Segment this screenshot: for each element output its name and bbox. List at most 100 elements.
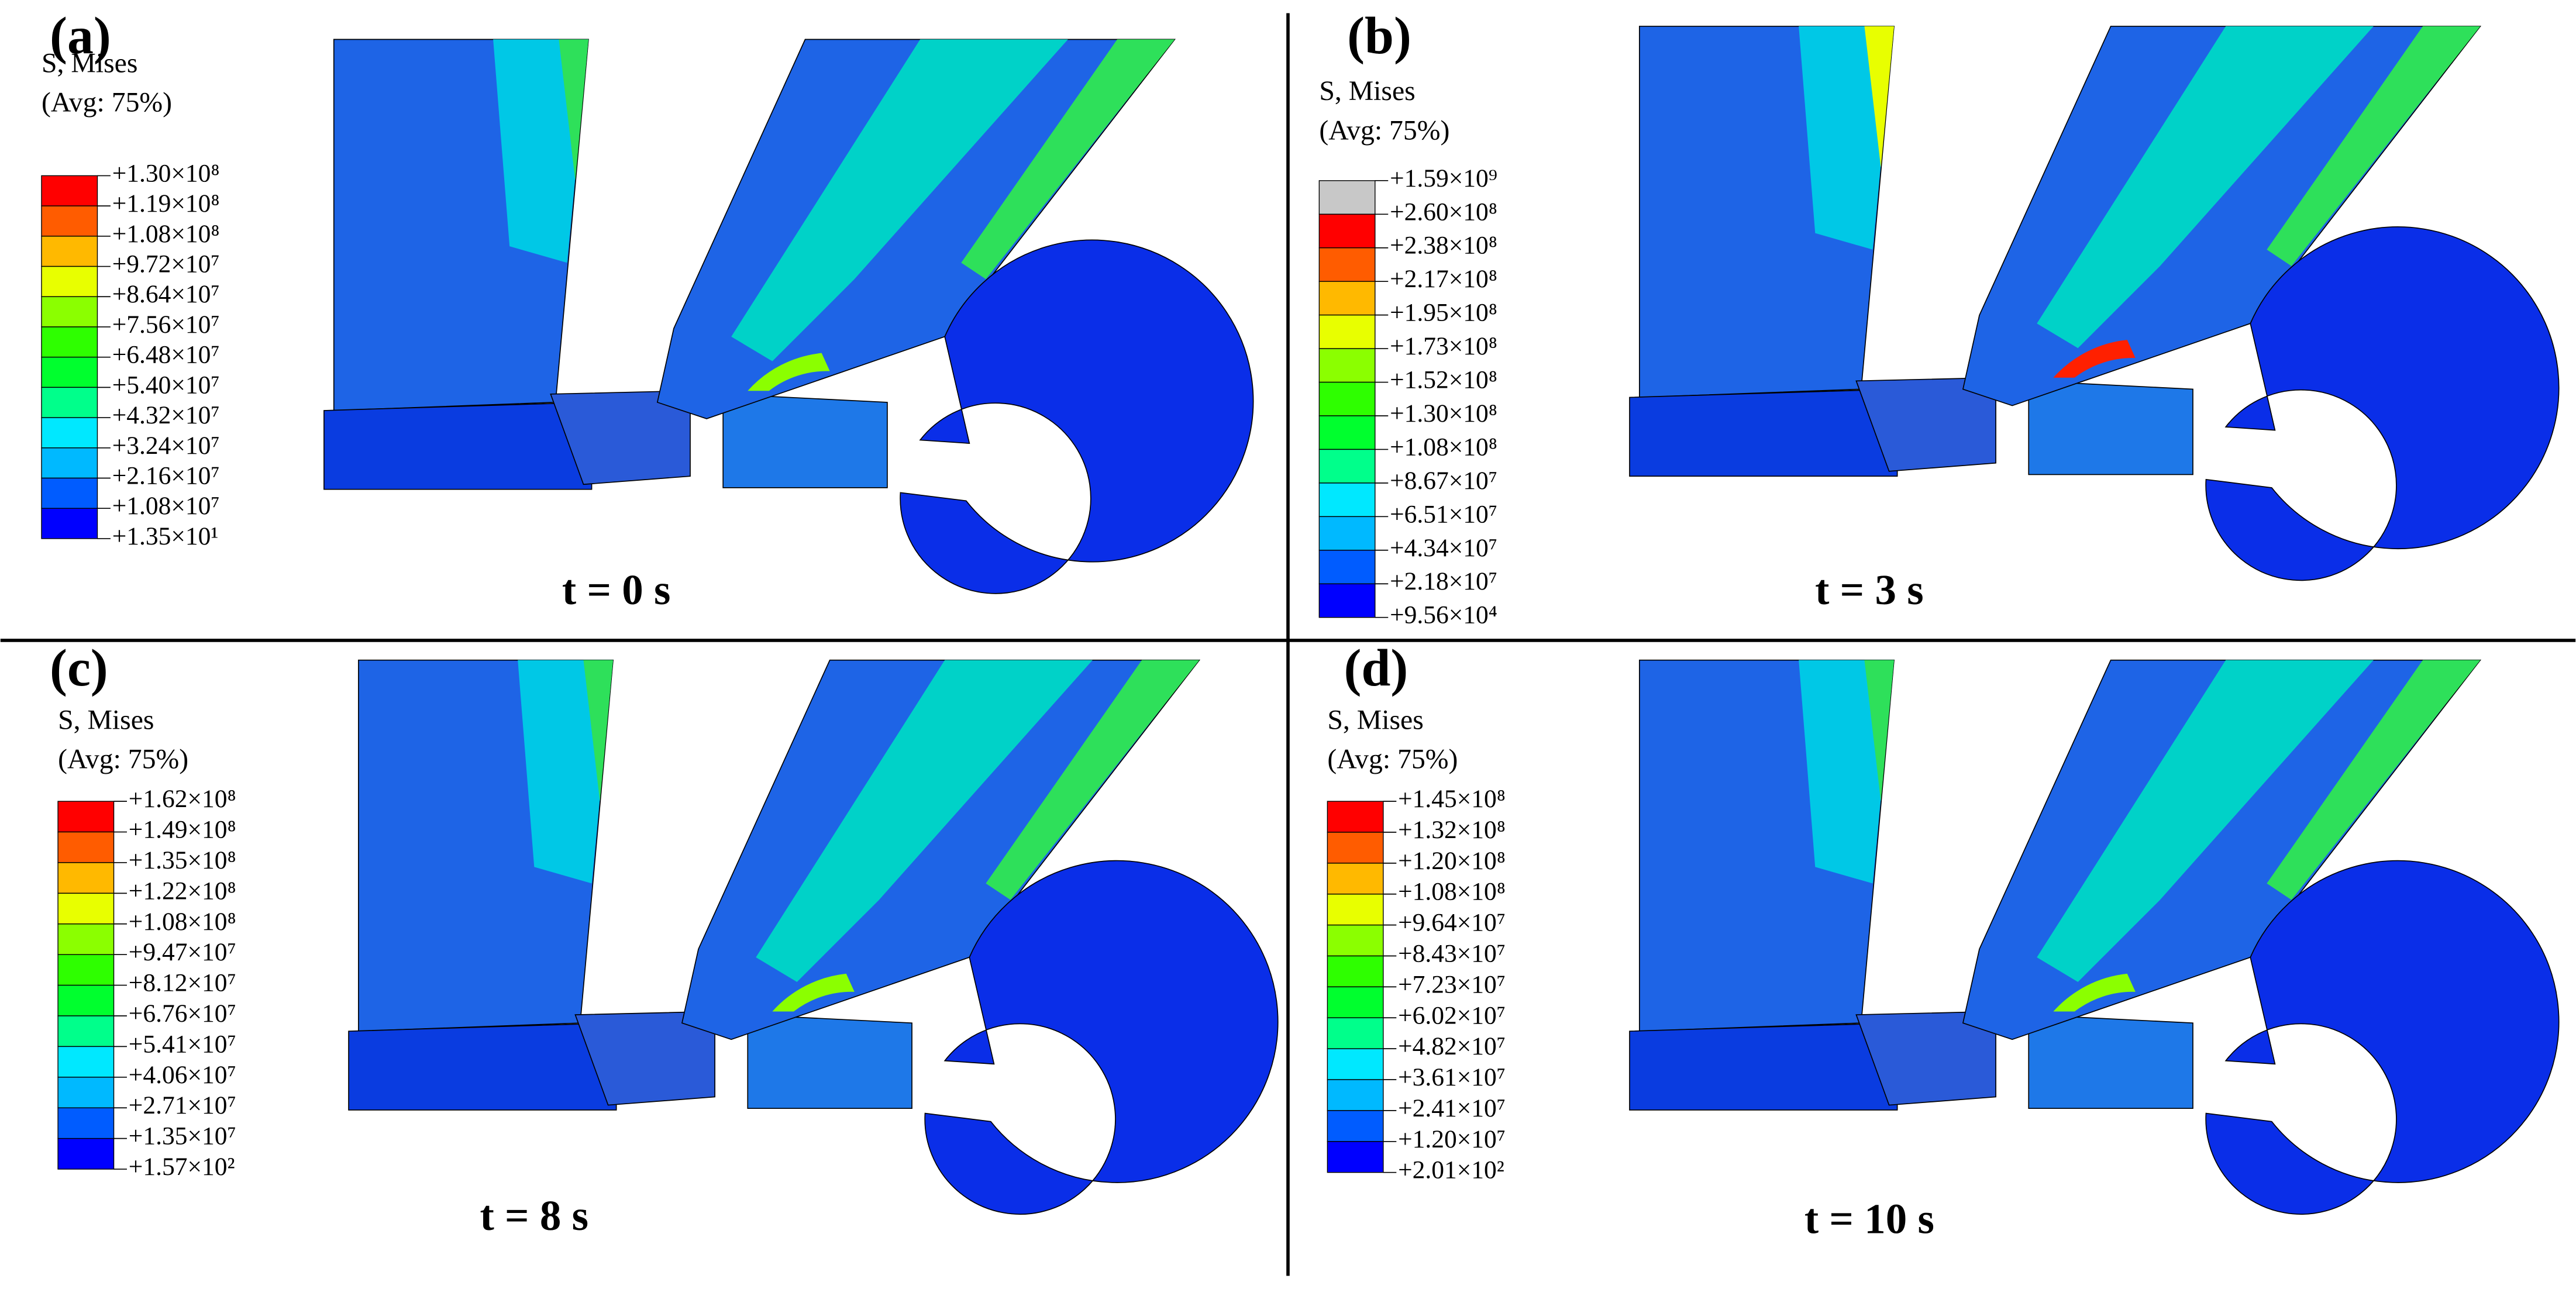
part-pin xyxy=(550,390,691,485)
legend-title: (Avg: 75%) xyxy=(42,87,172,118)
legend-band xyxy=(1318,550,1376,584)
legend-label: +5.41×10⁷ xyxy=(129,1030,236,1058)
contour xyxy=(756,660,1093,982)
contour xyxy=(559,39,588,181)
legend-band xyxy=(1318,381,1376,416)
panel: (c)S, Mises(Avg: 75%)+1.62×10⁸+1.49×10⁸+… xyxy=(50,639,1279,1239)
model xyxy=(1629,659,2560,1215)
part-base xyxy=(1629,1022,1898,1111)
legend-label: +8.43×10⁷ xyxy=(1398,940,1506,968)
contour xyxy=(2037,660,2374,982)
contour xyxy=(2267,26,2481,266)
legend-title: S, Mises xyxy=(1327,704,1423,735)
legend-band xyxy=(1318,516,1376,551)
panel-label: (c) xyxy=(50,639,108,697)
model xyxy=(1629,26,2560,581)
legend-label: +7.23×10⁷ xyxy=(1398,970,1506,998)
legend-label: +1.08×10⁸ xyxy=(112,220,220,248)
legend-label: +1.59×10⁹ xyxy=(1390,164,1497,192)
contour xyxy=(961,39,1175,280)
legend-band xyxy=(57,1107,115,1139)
legend-label: +7.56×10⁷ xyxy=(112,311,220,339)
part-pin xyxy=(2028,1014,2193,1109)
legend-label: +2.16×10⁷ xyxy=(112,461,220,490)
time-label: t = 10 s xyxy=(1804,1195,1934,1242)
legend-band xyxy=(57,923,115,955)
legend-band xyxy=(1327,1017,1384,1049)
contour xyxy=(748,353,830,391)
legend-label: +1.95×10⁸ xyxy=(1390,299,1497,327)
legend-title: S, Mises xyxy=(42,47,137,78)
contour xyxy=(2037,26,2374,349)
contour xyxy=(1864,26,1895,168)
legend-band xyxy=(57,1015,115,1047)
contour xyxy=(583,660,614,802)
legend-label: +6.76×10⁷ xyxy=(129,1000,236,1028)
part-base xyxy=(348,1022,617,1111)
panel: (a)S, Mises(Avg: 75%)+1.30×10⁸+1.19×10⁸+… xyxy=(41,7,1254,614)
legend-label: +9.72×10⁷ xyxy=(112,250,220,278)
part-pin xyxy=(1855,377,1996,472)
legend-label: +9.64×10⁷ xyxy=(1398,909,1506,937)
legend-label: +1.30×10⁸ xyxy=(1390,399,1497,428)
legend-band xyxy=(1327,1141,1384,1173)
legend-label: +3.24×10⁷ xyxy=(112,432,220,460)
legend-band xyxy=(41,175,98,206)
legend-band xyxy=(57,1138,115,1170)
legend-band xyxy=(41,266,98,297)
panel-label: (a) xyxy=(50,7,111,65)
part-ring xyxy=(2205,226,2560,581)
legend-label: +1.32×10⁸ xyxy=(1398,816,1506,844)
legend-band xyxy=(1318,213,1376,249)
contour xyxy=(518,660,614,884)
legend-band xyxy=(41,296,98,328)
legend-band xyxy=(1327,1079,1384,1111)
panel: (b) S, Mises (Avg: 75%) +1.59×10⁹ +2.60×10⁸ +… xyxy=(1318,7,2560,629)
part-pin xyxy=(2028,380,2193,475)
legend-band xyxy=(41,326,98,358)
legend-band xyxy=(1327,801,1384,833)
legend-band xyxy=(41,387,98,418)
part-ring xyxy=(900,239,1254,594)
legend-label: +1.49×10⁸ xyxy=(129,816,236,844)
legend-label: +1.52×10⁸ xyxy=(1390,366,1497,394)
panel: (d) S, Mises (Avg: 75%) +1.45×10⁸ +1.32×10⁸ +… xyxy=(1327,639,2560,1242)
contour xyxy=(731,39,1068,361)
legend-band xyxy=(1327,832,1384,864)
legend-band xyxy=(41,508,98,539)
legend-band xyxy=(1327,1048,1384,1080)
legend-label: +1.35×10⁸ xyxy=(129,846,236,874)
legend-label: +1.20×10⁷ xyxy=(1398,1125,1506,1153)
part-pin xyxy=(747,1014,912,1109)
legend-label: +8.12×10⁷ xyxy=(129,969,236,997)
legend-label: +6.02×10⁷ xyxy=(1398,1001,1506,1029)
legend-label: +4.34×10⁷ xyxy=(1390,534,1497,562)
part-pin xyxy=(1855,1011,1996,1106)
legend-band xyxy=(41,205,98,237)
legend-label: +2.01×10² xyxy=(1398,1156,1504,1184)
legend-band xyxy=(57,1077,115,1108)
legend-label: +3.61×10⁷ xyxy=(1398,1063,1506,1091)
legend-title: S, Mises xyxy=(58,704,154,735)
legend-band xyxy=(41,236,98,267)
legend-label: +1.35×10⁷ xyxy=(129,1122,236,1150)
legend-title: (Avg: 75%) xyxy=(58,744,188,775)
legend-label: +1.35×10¹ xyxy=(112,522,219,550)
legend-label: +5.40×10⁷ xyxy=(112,371,220,399)
legend-title: S, Mises xyxy=(1319,75,1415,106)
legend-label: +1.08×10⁷ xyxy=(112,492,220,520)
panel-label: (b) xyxy=(1347,7,1411,65)
legend-band xyxy=(41,417,98,449)
time-label: t = 0 s xyxy=(562,566,671,614)
legend-band xyxy=(57,954,115,986)
time-label: t = 8 s xyxy=(480,1192,589,1239)
part-pin xyxy=(574,1011,715,1106)
legend-label: +1.22×10⁸ xyxy=(129,877,236,905)
legend-band xyxy=(1327,955,1384,988)
legend-label: +2.18×10⁷ xyxy=(1390,567,1497,595)
legend-title: (Avg: 75%) xyxy=(1327,744,1458,775)
model xyxy=(323,39,1254,594)
legend-label: +1.45×10⁸ xyxy=(1398,785,1506,813)
legend-label: +4.32×10⁷ xyxy=(112,401,220,429)
